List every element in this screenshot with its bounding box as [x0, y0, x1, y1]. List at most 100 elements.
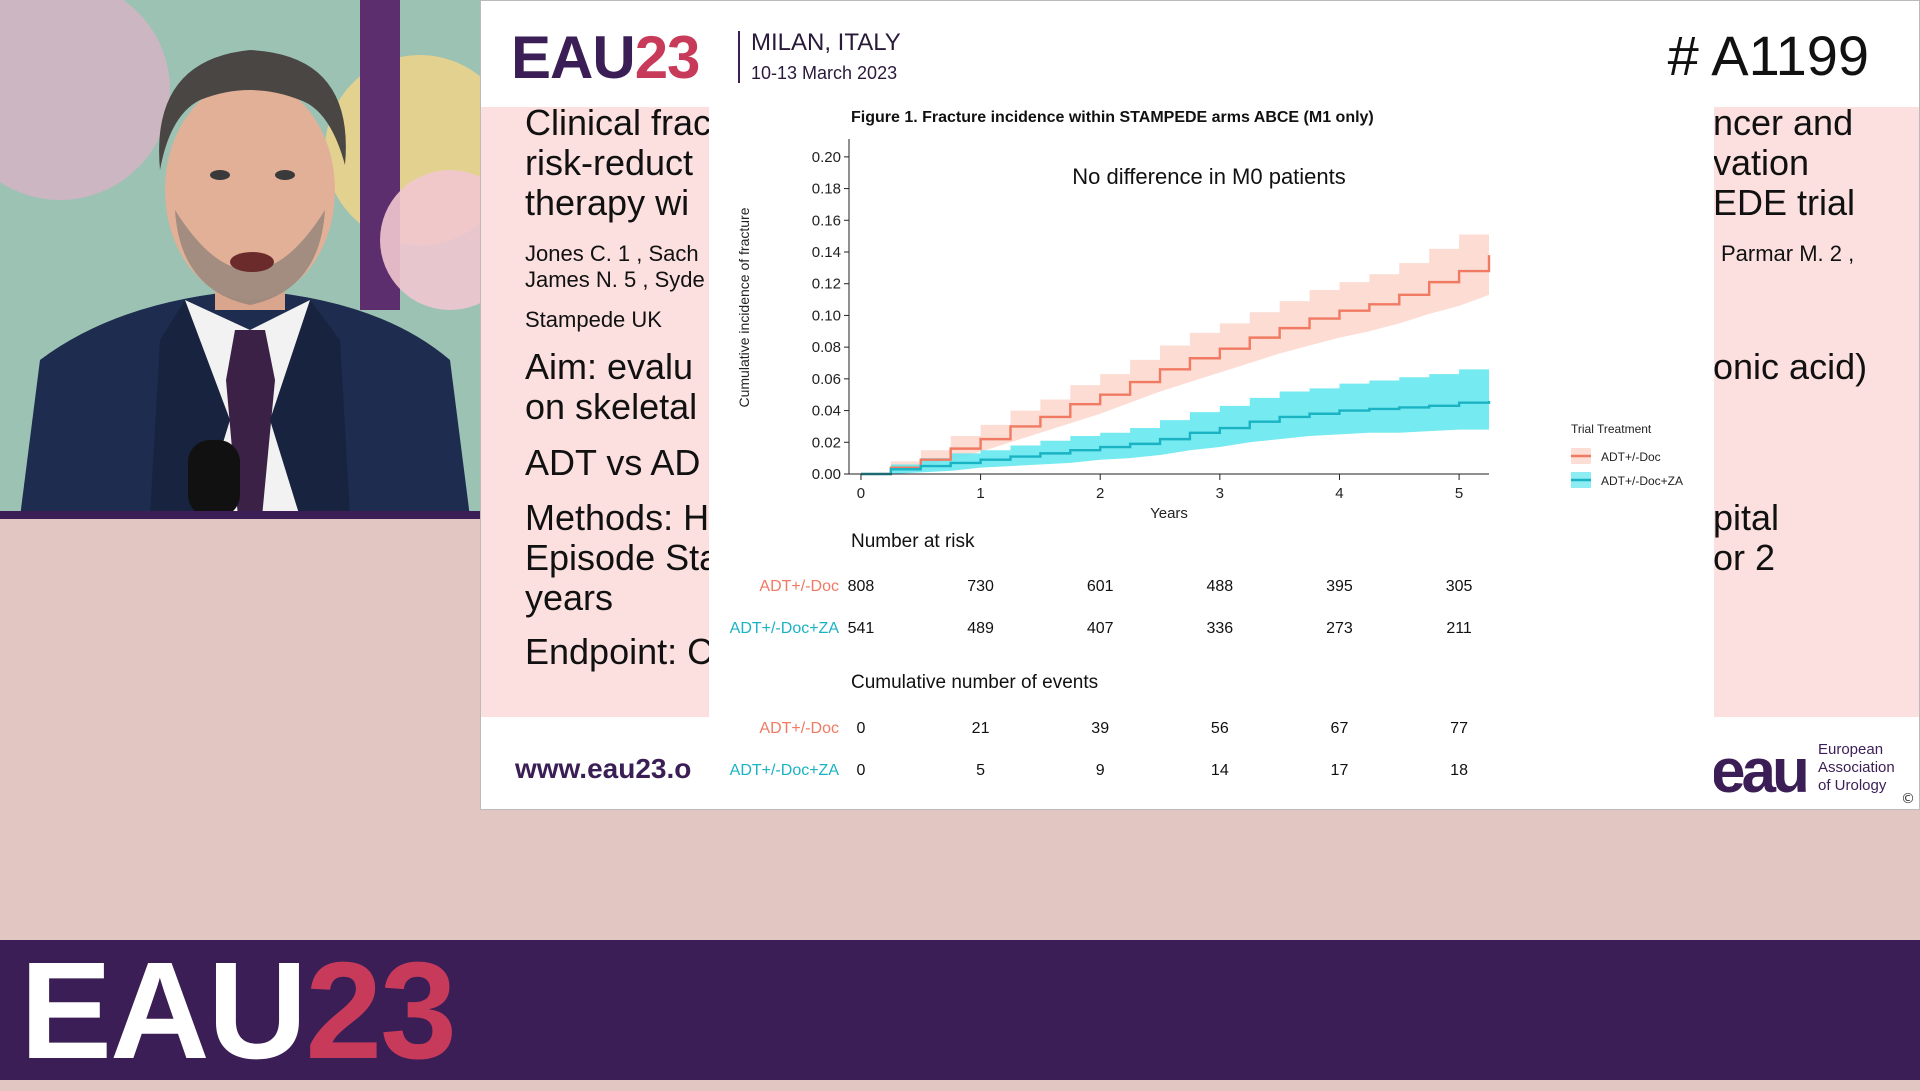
banner-logo: EAU23 — [20, 932, 457, 1091]
events-table-cell: 9 — [1095, 762, 1105, 779]
speaker-frame-border — [0, 511, 480, 519]
x-axis-title: Years — [1150, 505, 1188, 521]
slide-title-line-3: therapy wi — [525, 182, 690, 223]
logo-divider — [738, 31, 740, 83]
slide-title-right-1: ncer and — [1713, 102, 1854, 143]
presentation-slide: EAU23 MILAN, ITALY 10-13 March 2023 # A1… — [480, 0, 1920, 810]
risk-table-cell: 336 — [1206, 620, 1234, 637]
copyright-icon: © — [1901, 791, 1915, 807]
aim-line-2: on skeletal — [525, 386, 698, 427]
authors-line-1: Jones C. 1 , Sach — [525, 241, 699, 266]
y-tick-label: 0.18 — [812, 181, 841, 198]
series-line-0 — [860, 255, 1491, 476]
org-name-line-1: European — [1818, 741, 1884, 758]
events-table-cell: 14 — [1210, 762, 1229, 779]
slide-logo-left: EAU — [511, 24, 636, 91]
aim-right: onic acid) — [1713, 346, 1868, 387]
x-tick-label: 4 — [1335, 485, 1343, 502]
methods-right-1: pital — [1713, 497, 1780, 538]
methods-line-1: Methods: H — [525, 497, 710, 538]
series-line-1 — [860, 401, 1491, 476]
y-tick-label: 0.10 — [812, 307, 841, 324]
slide-conference-logo: EAU23 — [511, 23, 701, 92]
risk-table-cell: 601 — [1086, 578, 1114, 595]
legend-title: Trial Treatment — [1571, 422, 1652, 436]
y-tick-label: 0.06 — [812, 371, 841, 388]
events-table-cell: 5 — [976, 762, 986, 779]
events-table-cell: 77 — [1450, 720, 1468, 737]
x-tick-label: 0 — [857, 485, 865, 502]
risk-table-cell: 489 — [967, 620, 994, 637]
chart-annotation: No difference in M0 patients — [1072, 164, 1346, 189]
speaker-figure — [0, 0, 480, 517]
x-tick-label: 3 — [1216, 485, 1224, 502]
events-table-row-label: ADT+/-Doc+ZA — [729, 762, 839, 779]
y-tick-label: 0.02 — [812, 434, 841, 451]
risk-table-row-label: ADT+/-Doc+ZA — [729, 620, 839, 637]
legend-label-1: ADT+/-Doc+ZA — [1601, 474, 1683, 488]
events-table-cell: 21 — [971, 720, 990, 737]
methods-line-2: Episode Sta — [525, 537, 720, 578]
x-tick-label: 2 — [1096, 485, 1104, 502]
authors-right: Parmar M. 2 , — [1721, 241, 1855, 266]
events-table-cell: 0 — [856, 720, 866, 737]
banner-logo-right: 23 — [305, 934, 456, 1088]
risk-table-heading: Number at risk — [851, 531, 975, 552]
risk-table-cell: 395 — [1326, 578, 1353, 595]
events-table-cell: 67 — [1330, 720, 1349, 737]
events-table-row-label: ADT+/-Doc — [759, 720, 839, 737]
org-name-line-3: of Urology — [1818, 777, 1887, 794]
y-tick-label: 0.16 — [812, 212, 841, 229]
slide-title-line-2: risk-reduct — [525, 142, 694, 183]
ci-band-1 — [860, 367, 1489, 474]
y-tick-label: 0.00 — [812, 466, 841, 483]
org-name-line-2: Association — [1818, 759, 1895, 776]
events-table-cell: 39 — [1091, 720, 1110, 737]
risk-table-cell: 305 — [1445, 578, 1473, 595]
figure-title: Figure 1. Fracture incidence within STAM… — [851, 109, 1374, 126]
slide-title-line-1: Clinical frac — [525, 102, 712, 143]
bottom-banner: EAU23 — [0, 934, 1920, 1088]
aim-line-1: Aim: evalu — [525, 346, 694, 387]
risk-table-cell: 808 — [847, 578, 875, 595]
conference-url: www.eau23.o — [515, 753, 692, 784]
y-tick-label: 0.08 — [812, 339, 841, 356]
abstract-id: # A1199 — [1667, 24, 1869, 87]
y-tick-label: 0.04 — [812, 403, 841, 420]
methods-right-2: or 2 — [1713, 537, 1776, 578]
endpoint: Endpoint: C — [525, 631, 714, 672]
slide-title-right-3: EDE trial — [1713, 182, 1856, 223]
events-table-cell: 18 — [1450, 762, 1468, 779]
slide-title-right-2: vation — [1713, 142, 1810, 183]
risk-table-cell: 407 — [1086, 620, 1114, 637]
y-tick-label: 0.14 — [812, 244, 841, 261]
banner-logo-left: EAU — [20, 934, 307, 1088]
figure-panel: Figure 1. Fracture incidence within STAM… — [709, 101, 1714, 809]
y-tick-label: 0.20 — [812, 149, 841, 166]
legend-label-0: ADT+/-Doc — [1601, 450, 1661, 464]
risk-table-cell: 273 — [1326, 620, 1353, 637]
methods-line-3: years — [525, 577, 614, 618]
x-tick-label: 1 — [976, 485, 984, 502]
y-tick-label: 0.12 — [812, 276, 841, 293]
events-table-cell: 0 — [856, 762, 866, 779]
slide-logo-right: 23 — [634, 24, 701, 91]
eau-org-name: European Association of Urology — [1818, 741, 1895, 795]
affiliation: Stampede UK — [525, 307, 662, 332]
events-table-cell: 56 — [1210, 720, 1229, 737]
conference-dates: 10-13 March 2023 — [751, 63, 898, 83]
risk-table-cell: 541 — [847, 620, 875, 637]
risk-table-cell: 488 — [1206, 578, 1234, 595]
risk-table-cell: 730 — [967, 578, 994, 595]
comparison: ADT vs AD — [525, 442, 701, 483]
fracture-incidence-chart: 0.00 0.02 0.04 0.06 0.08 0.10 0.12 0.14 0.16 0.18… — [736, 139, 1683, 521]
y-axis-title: Cumulative incidence of fracture — [736, 207, 752, 407]
conference-location: MILAN, ITALY — [751, 29, 901, 56]
eau-logo-mark: eau — [1711, 737, 1810, 806]
events-table-heading: Cumulative number of events — [851, 672, 1099, 693]
speaker-video — [0, 0, 480, 517]
risk-table-row-label: ADT+/-Doc — [759, 578, 839, 595]
risk-table-cell: 211 — [1446, 620, 1472, 637]
x-tick-label: 5 — [1455, 485, 1463, 502]
authors-line-2: James N. 5 , Syde — [525, 267, 705, 292]
